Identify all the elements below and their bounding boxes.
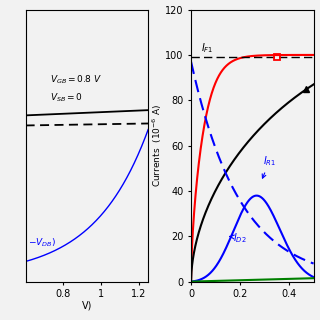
Text: $I_{D2}$: $I_{D2}$ xyxy=(230,231,246,244)
Text: $V_{GB} = 0.8\ V$: $V_{GB} = 0.8\ V$ xyxy=(50,73,102,86)
Text: $V_{SB} = 0$: $V_{SB} = 0$ xyxy=(50,91,83,104)
X-axis label: V): V) xyxy=(82,300,92,311)
Text: $I_{R1}$: $I_{R1}$ xyxy=(262,154,276,178)
Y-axis label: Currents  (10$^{-6}$ A): Currents (10$^{-6}$ A) xyxy=(150,104,164,187)
Text: $- V_{DB})$: $- V_{DB})$ xyxy=(28,236,56,249)
Text: $I_{F1}$: $I_{F1}$ xyxy=(201,42,213,55)
